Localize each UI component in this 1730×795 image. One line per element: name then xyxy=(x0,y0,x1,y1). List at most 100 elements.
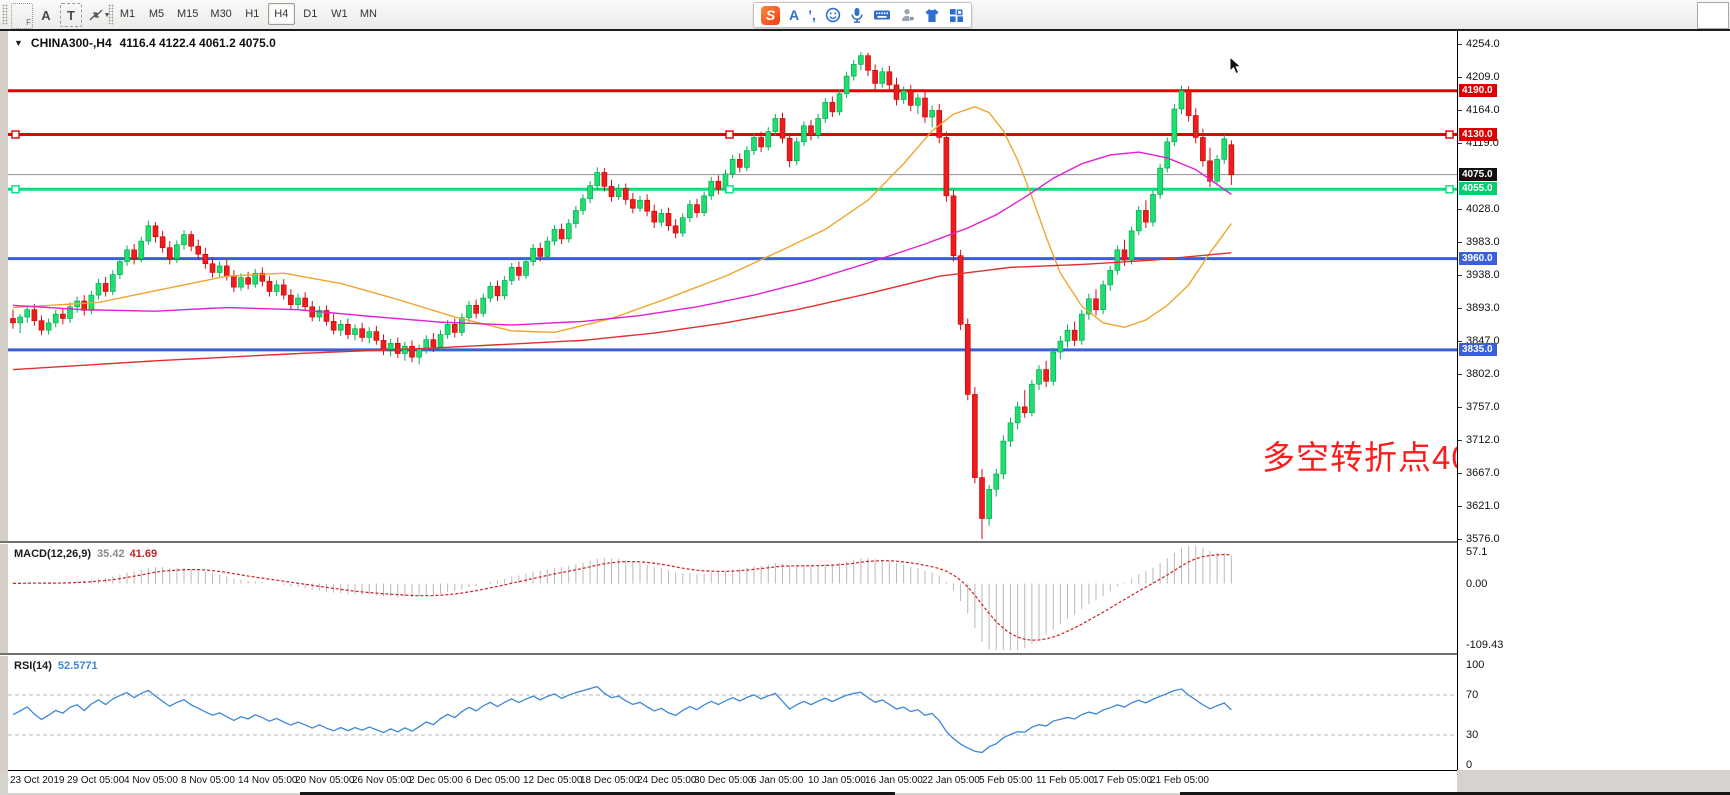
ime-account-icon[interactable] xyxy=(900,7,915,23)
time-axis-label: 18 Dec 05:00 xyxy=(580,775,640,786)
rsi-label: RSI(14) 52.5771 xyxy=(14,660,98,672)
tf-button-D1[interactable]: D1 xyxy=(297,3,324,25)
time-axis[interactable]: 23 Oct 2019 29 Oct 05:00 4 Nov 05:00 8 Nov … xyxy=(8,770,1457,793)
time-axis-label: 29 Oct 05:00 xyxy=(67,775,125,786)
toolbar-right-box xyxy=(1697,2,1729,29)
price-tick-label: 4254.0 xyxy=(1466,38,1500,50)
top-toolbar: F A T ▼ M1 M5 M15 M30 H1 H4 D1 W1 MN S A ’, xyxy=(0,0,1730,30)
rsi-panel[interactable]: RSI(14) 52.5771 xyxy=(8,655,1457,770)
ime-skin-icon[interactable] xyxy=(924,8,940,23)
price-axis[interactable]: 4254.0 4209.0 4164.0 4119.0 4028.0 3983.0 3938… xyxy=(1457,31,1730,771)
price-tick-mark xyxy=(1458,274,1462,276)
rsi-axis-label: 70 xyxy=(1466,689,1479,701)
time-axis-label: 6 Dec 05:00 xyxy=(466,775,520,786)
rsi-axis-label: 100 xyxy=(1466,659,1485,671)
macd-axis-label: -109.43 xyxy=(1466,639,1504,652)
time-axis-label: 22 Jan 05:00 xyxy=(922,775,980,786)
time-axis-label: 14 Nov 05:00 xyxy=(238,775,298,786)
time-axis-label: 11 Feb 05:00 xyxy=(1036,775,1095,786)
price-tick-mark xyxy=(1458,109,1462,111)
time-axis-label: 20 Nov 05:00 xyxy=(295,775,355,786)
symbol-dropdown-icon[interactable]: ▼ xyxy=(14,38,23,48)
price-tick-label: 3983.0 xyxy=(1466,235,1500,248)
rsi-value: 52.5771 xyxy=(57,660,98,672)
macd-axis-label: 0.00 xyxy=(1466,577,1488,590)
arrows-icon xyxy=(89,9,102,21)
price-line-badge: 4075.0 xyxy=(1459,167,1497,181)
chart-title: ▼ CHINA300-,H4 4116.4 4122.4 4061.2 4075… xyxy=(14,36,276,50)
ime-emoticon-icon[interactable] xyxy=(825,7,841,23)
ime-toolbox-icon[interactable] xyxy=(949,8,964,23)
text-label-tool-button[interactable]: T xyxy=(60,3,82,27)
rsi-axis-label: 0 xyxy=(1466,759,1473,771)
price-tick-mark xyxy=(1458,307,1462,309)
chart-ohlc-values: 4116.4 4122.4 4061.2 4075.0 xyxy=(119,36,276,50)
time-axis-label: 4 Nov 05:00 xyxy=(124,775,178,786)
ime-language-toggle[interactable]: A xyxy=(789,7,800,23)
time-axis-label: 2 Dec 05:00 xyxy=(409,775,463,786)
price-chart-canvas[interactable] xyxy=(8,31,1457,541)
price-tick-label: 3667.0 xyxy=(1466,466,1500,479)
price-tick-mark xyxy=(1458,506,1462,508)
price-line-badge: 4190.0 xyxy=(1459,83,1497,97)
rsi-name: RSI(14) xyxy=(14,660,52,672)
time-axis-label: 24 Dec 05:00 xyxy=(637,775,697,786)
tf-button-M30[interactable]: M30 xyxy=(205,3,236,25)
chart-grid-icon[interactable]: F xyxy=(11,3,33,29)
time-axis-label: 26 Nov 05:00 xyxy=(352,775,412,786)
rsi-axis-label: 30 xyxy=(1466,729,1479,741)
price-tick-label: 3621.0 xyxy=(1466,500,1500,513)
price-tick-mark xyxy=(1458,44,1462,45)
background-window-edge xyxy=(1180,792,1730,795)
price-tick-mark xyxy=(1458,76,1462,78)
macd-canvas[interactable] xyxy=(8,543,1457,653)
price-tick-label: 4209.0 xyxy=(1466,70,1500,83)
ime-punctuation-icon[interactable]: ’, xyxy=(808,7,816,23)
price-tick-mark xyxy=(1458,341,1462,343)
price-tick-label: 3938.0 xyxy=(1466,268,1500,281)
tf-button-M1[interactable]: M1 xyxy=(114,3,141,25)
price-tick-label: 3893.0 xyxy=(1466,301,1500,314)
ime-toolbar: S A ’, xyxy=(753,2,972,28)
tf-button-H4[interactable]: H4 xyxy=(267,3,295,25)
rsi-canvas[interactable] xyxy=(8,655,1457,770)
tf-button-W1[interactable]: W1 xyxy=(326,3,353,25)
toolbar-grip[interactable] xyxy=(108,4,114,25)
macd-name: MACD(12,26,9) xyxy=(14,548,92,560)
price-tick-mark xyxy=(1458,373,1462,375)
background-window-edge xyxy=(300,792,895,795)
mouse-cursor-icon xyxy=(1229,57,1243,75)
time-axis-label: 21 Feb 05:00 xyxy=(1150,775,1209,786)
cursor-tool-button[interactable]: ▼ xyxy=(86,3,112,27)
tf-button-MN[interactable]: MN xyxy=(355,3,382,25)
macd-main-value: 35.42 xyxy=(97,548,125,560)
time-axis-label: 5 Feb 05:00 xyxy=(979,775,1033,786)
price-tick-mark xyxy=(1458,241,1462,243)
macd-signal-value: 41.69 xyxy=(129,548,158,560)
ime-keyboard-icon[interactable] xyxy=(873,8,891,22)
sogou-logo-icon[interactable]: S xyxy=(761,5,780,25)
line-handle xyxy=(725,185,734,194)
ime-voice-icon[interactable] xyxy=(850,7,864,23)
macd-panel[interactable]: MACD(12,26,9) 35.42 41.69 xyxy=(8,543,1457,653)
main-chart-panel[interactable]: ▼ CHINA300-,H4 4116.4 4122.4 4061.2 4075… xyxy=(8,31,1508,541)
tf-button-H1[interactable]: H1 xyxy=(239,3,266,25)
toolbar-grip[interactable] xyxy=(2,4,8,25)
time-axis-label: 23 Oct 2019 xyxy=(10,775,65,786)
time-axis-label: 8 Nov 05:00 xyxy=(181,775,235,786)
toolbar-divider xyxy=(0,29,1730,31)
price-line-badge: 3835.0 xyxy=(1459,342,1497,356)
text-tool-button[interactable]: A xyxy=(41,7,51,23)
tf-button-M5[interactable]: M5 xyxy=(143,3,170,25)
ma-fast-orange xyxy=(12,106,1232,334)
price-tick-label: 3802.0 xyxy=(1466,367,1500,380)
timeframe-button-group: M1 M5 M15 M30 H1 H4 D1 W1 MN xyxy=(113,3,383,25)
time-axis-label: 10 Jan 05:00 xyxy=(808,775,866,786)
tf-button-M15[interactable]: M15 xyxy=(172,3,203,25)
line-handle xyxy=(1445,130,1454,139)
time-axis-label: 16 Jan 05:00 xyxy=(865,775,923,786)
price-line-badge: 4055.0 xyxy=(1459,182,1497,196)
price-tick-label: 3712.0 xyxy=(1466,433,1500,446)
time-axis-label: 6 Jan 05:00 xyxy=(751,775,804,786)
